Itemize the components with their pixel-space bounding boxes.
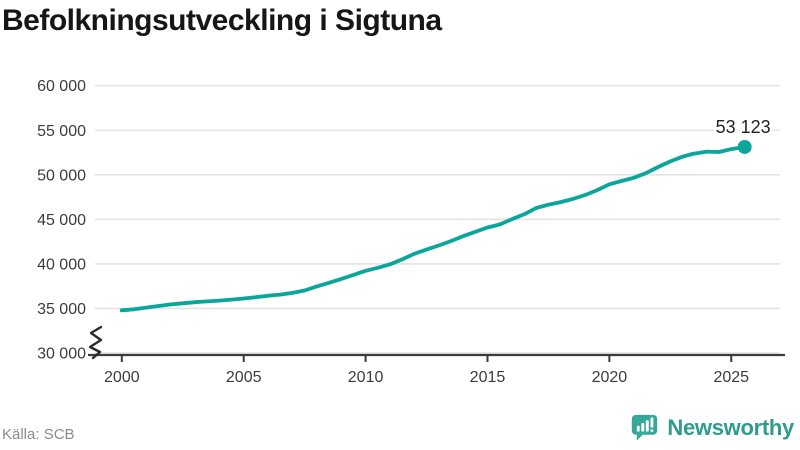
x-tick-label: 2010	[348, 369, 384, 386]
y-tick-label: 60 000	[37, 78, 86, 95]
y-tick-label: 45 000	[37, 212, 86, 229]
newsworthy-wordmark: Newsworthy	[667, 414, 794, 440]
newsworthy-speech-bubble-chart-icon	[632, 414, 658, 441]
y-tick-label: 50 000	[37, 167, 86, 184]
x-tick-label: 2015	[470, 369, 506, 386]
y-tick-label: 40 000	[37, 256, 86, 273]
y-tick-label: 35 000	[37, 301, 86, 318]
newsworthy-logo[interactable]: Newsworthy	[630, 413, 794, 442]
end-value-label: 53 123	[716, 117, 771, 137]
chart-title: Befolkningsutveckling i Sigtuna	[2, 4, 442, 37]
end-point-marker	[737, 139, 752, 154]
y-axis-break-icon	[88, 325, 103, 360]
x-tick-label: 2025	[713, 369, 749, 386]
source-note: Källa: SCB	[2, 426, 75, 443]
x-tick-label: 2020	[592, 369, 628, 386]
x-tick-label: 2005	[226, 369, 262, 386]
population-line-series	[119, 145, 747, 313]
y-tick-label: 55 000	[37, 123, 86, 140]
population-line-chart: 30 000 35 000 40 000 45 000 50 000 55 000 60 0…	[37, 78, 785, 386]
x-tick-label: 2000	[104, 369, 140, 386]
y-tick-label: 30 000	[37, 346, 86, 363]
